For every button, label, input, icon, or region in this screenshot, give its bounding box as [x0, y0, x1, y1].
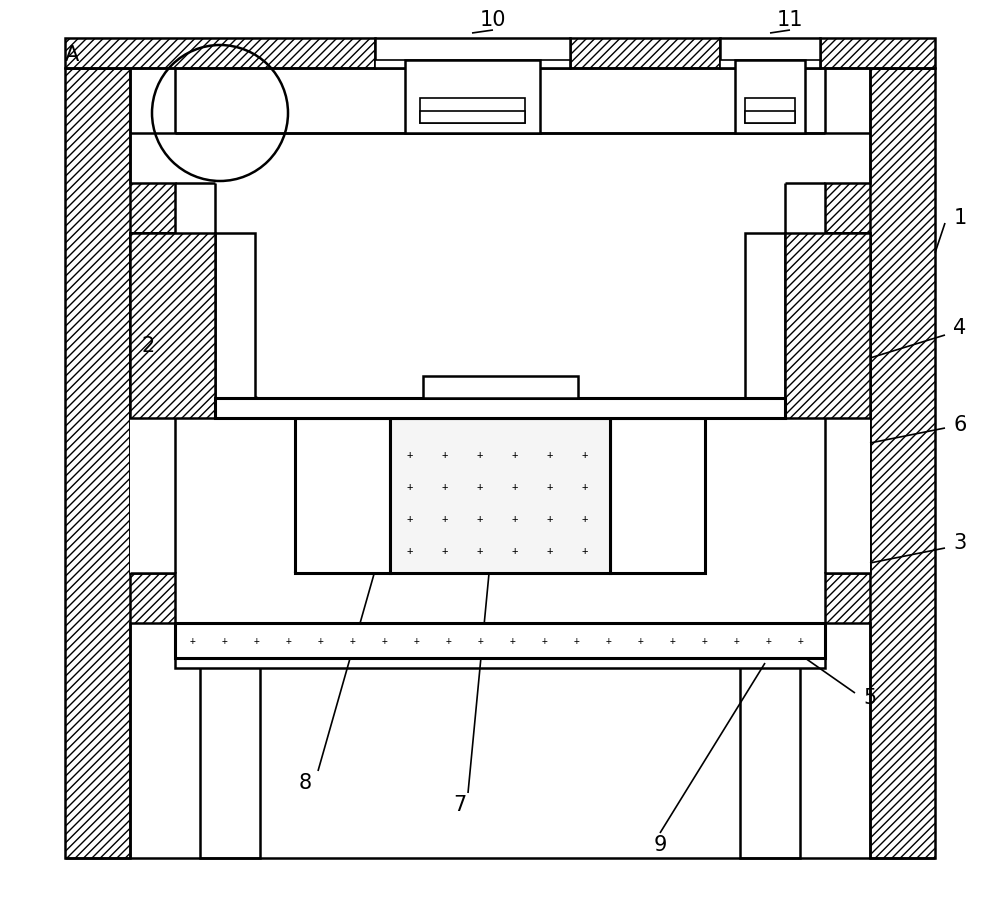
Text: +: +: [477, 450, 483, 460]
Bar: [825, 233, 870, 573]
Text: 4: 4: [953, 318, 967, 338]
Text: +: +: [547, 450, 553, 460]
Text: +: +: [407, 546, 413, 556]
Text: 11: 11: [777, 10, 803, 30]
Bar: [720, 60, 820, 68]
Text: +: +: [574, 635, 580, 645]
Bar: [175, 623, 825, 658]
Polygon shape: [65, 38, 375, 68]
Text: 7: 7: [453, 795, 467, 815]
Text: +: +: [442, 482, 448, 492]
Text: +: +: [222, 635, 228, 645]
Text: +: +: [318, 635, 324, 645]
Text: +: +: [582, 450, 588, 460]
Text: +: +: [582, 546, 588, 556]
Text: 3: 3: [953, 533, 967, 553]
Bar: [420, 111, 525, 123]
Text: +: +: [442, 546, 448, 556]
Bar: [390, 418, 610, 573]
Polygon shape: [785, 233, 870, 418]
Text: +: +: [477, 482, 483, 492]
Text: +: +: [582, 514, 588, 524]
Text: +: +: [382, 635, 388, 645]
Polygon shape: [820, 38, 935, 68]
Polygon shape: [130, 233, 215, 418]
Bar: [735, 60, 805, 133]
Text: +: +: [446, 635, 452, 645]
Bar: [215, 398, 785, 418]
Text: +: +: [512, 514, 518, 524]
Text: +: +: [190, 635, 196, 645]
Text: +: +: [670, 635, 676, 645]
Polygon shape: [825, 68, 935, 858]
Text: +: +: [798, 635, 804, 645]
Text: A: A: [65, 45, 79, 65]
Text: +: +: [510, 635, 516, 645]
Text: +: +: [407, 450, 413, 460]
Text: +: +: [512, 482, 518, 492]
Text: +: +: [414, 635, 420, 645]
Text: +: +: [407, 482, 413, 492]
Text: +: +: [766, 635, 772, 645]
Text: +: +: [478, 635, 484, 645]
Text: 8: 8: [298, 773, 312, 793]
Bar: [375, 38, 570, 68]
Text: 1: 1: [953, 208, 967, 228]
Text: +: +: [286, 635, 292, 645]
Text: +: +: [547, 514, 553, 524]
Text: +: +: [254, 635, 260, 645]
Polygon shape: [570, 38, 720, 68]
Bar: [423, 376, 578, 398]
Text: +: +: [606, 635, 612, 645]
Text: +: +: [512, 546, 518, 556]
Bar: [745, 98, 795, 123]
Text: +: +: [350, 635, 356, 645]
Text: +: +: [477, 514, 483, 524]
Text: 6: 6: [953, 415, 967, 435]
Text: +: +: [547, 546, 553, 556]
Text: +: +: [542, 635, 548, 645]
Text: +: +: [638, 635, 644, 645]
Bar: [175, 648, 825, 668]
Text: 9: 9: [653, 835, 667, 855]
Bar: [200, 658, 260, 858]
Bar: [610, 418, 705, 573]
Text: +: +: [734, 635, 740, 645]
Bar: [745, 111, 795, 123]
Bar: [405, 60, 540, 133]
Text: +: +: [702, 635, 708, 645]
Text: +: +: [407, 514, 413, 524]
Text: +: +: [477, 546, 483, 556]
Text: 10: 10: [480, 10, 506, 30]
Bar: [215, 233, 255, 418]
Bar: [295, 418, 390, 573]
Bar: [745, 233, 785, 418]
Bar: [740, 658, 800, 858]
Bar: [420, 98, 525, 123]
Text: 5: 5: [863, 688, 877, 708]
Text: +: +: [547, 482, 553, 492]
Bar: [130, 233, 175, 573]
Bar: [720, 38, 820, 68]
Bar: [375, 60, 570, 68]
Text: +: +: [442, 450, 448, 460]
Text: +: +: [512, 450, 518, 460]
Text: +: +: [442, 514, 448, 524]
Text: 2: 2: [141, 336, 155, 356]
Polygon shape: [65, 68, 175, 858]
Text: +: +: [582, 482, 588, 492]
